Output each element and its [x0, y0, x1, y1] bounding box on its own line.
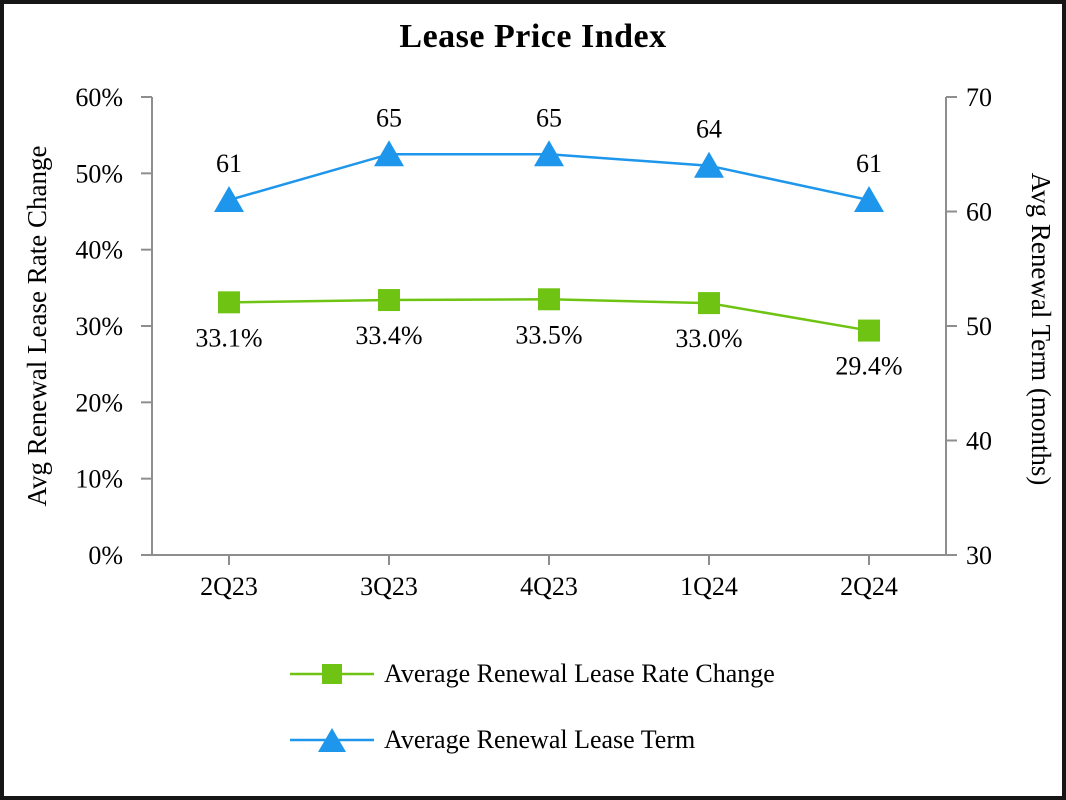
triangle-marker-icon — [214, 186, 244, 213]
triangle-marker-icon — [694, 151, 724, 178]
right-axis-title: Avg Renewal Term (months) — [1026, 173, 1056, 486]
line-chart-canvas: Avg Renewal Lease Rate Change Avg Renewa… — [22, 83, 1056, 601]
left-axis-tick-label: 50% — [75, 159, 123, 188]
data-label: 33.0% — [675, 324, 742, 353]
data-label: 65 — [536, 103, 562, 132]
triangle-marker-icon — [318, 728, 346, 752]
data-label: 61 — [216, 149, 242, 178]
legend-marker-triangle — [290, 728, 374, 752]
left-axis-title: Avg Renewal Lease Rate Change — [22, 146, 52, 507]
chart-title: Lease Price Index — [399, 18, 667, 55]
legend-label-lease-term: Average Renewal Lease Term — [384, 725, 696, 754]
x-axis-category-label: 1Q24 — [680, 572, 738, 601]
x-axis-category-label: 2Q24 — [840, 572, 898, 601]
legend: Average Renewal Lease Rate Change Averag… — [290, 657, 775, 757]
x-axis-category-label: 2Q23 — [200, 572, 258, 601]
data-label: 29.4% — [835, 352, 902, 381]
data-label: 33.4% — [355, 321, 422, 350]
square-marker-icon — [858, 319, 880, 342]
left-axis-tick-label: 10% — [75, 465, 123, 494]
square-marker-icon — [698, 292, 720, 315]
x-axis-category-label: 4Q23 — [520, 572, 578, 601]
data-label: 33.1% — [195, 323, 262, 352]
x-axis-category-label: 3Q23 — [360, 572, 418, 601]
triangle-marker-icon — [854, 186, 884, 213]
square-marker-icon — [322, 664, 342, 684]
triangle-marker-icon — [534, 140, 564, 167]
square-marker-icon — [378, 289, 400, 312]
data-label: 65 — [376, 103, 402, 132]
series-layer: 33.1% 33.4% 33.5% 33.0% 29.4% 61 65 65 64 61 — [195, 103, 902, 380]
triangle-marker-icon — [374, 140, 404, 167]
square-marker-icon — [538, 288, 560, 311]
right-axis-tick-label: 40 — [966, 427, 992, 456]
right-axis-tick-label: 60 — [966, 198, 992, 227]
square-marker-icon — [218, 291, 240, 314]
left-axis-tick-label: 40% — [75, 236, 123, 265]
right-axis-tick-label: 30 — [966, 541, 992, 570]
legend-label-rate-change: Average Renewal Lease Rate Change — [384, 659, 775, 688]
data-label: 61 — [856, 149, 882, 178]
data-label: 64 — [696, 115, 722, 144]
left-axis-tick-label: 60% — [75, 83, 123, 112]
axes-layer: 0% 10% 20% 30% 40% 50% 60% 30 40 50 60 70 2Q23 3Q23 4Q… — [75, 83, 992, 601]
data-label: 33.5% — [515, 320, 582, 349]
left-axis-tick-label: 0% — [88, 541, 123, 570]
right-axis-tick-label: 50 — [966, 312, 992, 341]
legend-marker-square — [290, 664, 374, 684]
right-axis-tick-label: 70 — [966, 83, 992, 112]
legend-item-lease-term: Average Renewal Lease Term — [290, 723, 775, 757]
legend-item-rate-change: Average Renewal Lease Rate Change — [290, 657, 775, 691]
left-axis-tick-label: 20% — [75, 388, 123, 417]
left-axis-tick-label: 30% — [75, 312, 123, 341]
